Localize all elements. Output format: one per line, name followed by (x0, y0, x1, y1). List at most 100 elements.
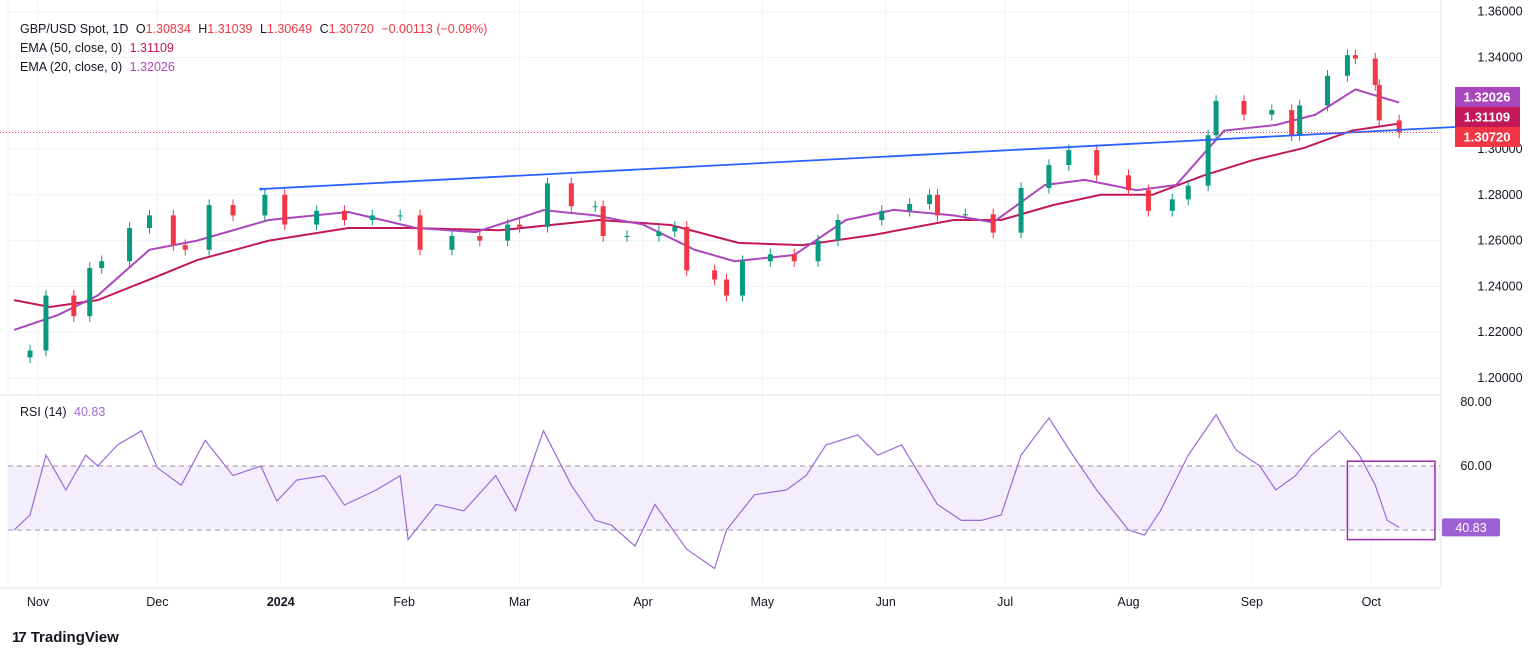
candle-body (1297, 105, 1303, 136)
time-tick-label: Sep (1241, 595, 1263, 609)
time-tick-label: May (751, 595, 775, 609)
candle-body (1169, 199, 1175, 211)
candle-body (1269, 110, 1275, 115)
time-tick-label: 2024 (267, 595, 295, 609)
candle-body (934, 194, 940, 216)
candle-body (835, 219, 841, 241)
low-value: 1.30649 (266, 22, 313, 36)
candle-body (1018, 187, 1024, 233)
candle-body (592, 206, 598, 208)
candle-body (71, 295, 77, 317)
rsi-value-tag (1442, 518, 1500, 537)
candle-body (927, 194, 933, 204)
price-tag-label: 1.31109 (1464, 110, 1510, 125)
time-tick-label: Jun (876, 595, 896, 609)
rsi-pane (8, 413, 1440, 570)
ema50-legend[interactable]: EMA (50, close, 0) 1.31109 (20, 41, 178, 55)
ema50-label: EMA (50, close, 0) (20, 41, 123, 55)
price-tag-label: 1.32026 (1464, 90, 1511, 105)
candle-body (1145, 190, 1151, 211)
candle-body (739, 261, 745, 296)
trendline-anchor (259, 187, 263, 191)
low-label: L (259, 22, 267, 36)
candle-body (544, 183, 550, 227)
price-tick-label: 1.28000 (1477, 188, 1522, 202)
candle-body (1344, 55, 1350, 76)
candle-body (206, 205, 212, 250)
time-tick-label: Oct (1362, 595, 1382, 609)
candle-body (767, 254, 773, 262)
open-value: 1.30834 (145, 22, 191, 36)
rsi-legend[interactable]: RSI (14) 40.83 (20, 405, 109, 419)
price-tick-label: 1.36000 (1477, 5, 1522, 19)
candle-body (1213, 100, 1219, 136)
ema20-legend[interactable]: EMA (20, close, 0) 1.32026 (20, 60, 179, 74)
ema-lines (13, 88, 1400, 331)
price-tick-label: 1.20000 (1477, 371, 1522, 385)
price-tick-label: 1.24000 (1477, 279, 1522, 293)
candle-body (1352, 55, 1358, 59)
candle-body (1205, 135, 1211, 186)
candle-body (1376, 84, 1382, 121)
tradingview-logo-icon: 17 (12, 629, 27, 646)
ema20-line (13, 88, 1400, 331)
trendline (260, 126, 1455, 190)
time-tick-label: Aug (1117, 595, 1139, 609)
high-label: H (198, 22, 208, 36)
candle-body (146, 215, 152, 229)
candle-body (27, 350, 33, 358)
candle-body (87, 268, 93, 317)
candle-body (417, 215, 423, 250)
candle-body (791, 254, 797, 262)
candle-body (1289, 110, 1295, 136)
time-tick-label: Dec (146, 595, 168, 609)
ema20-value: 1.32026 (129, 60, 175, 74)
candle-body (724, 279, 730, 296)
candle-body (1372, 58, 1378, 85)
candle-body (684, 226, 690, 271)
candle-body (314, 210, 320, 225)
price-tick-label: 1.34000 (1477, 50, 1522, 64)
candle-body (1046, 165, 1052, 188)
price-tag-label: 1.30720 (1464, 130, 1511, 145)
tradingview-logo[interactable]: 17 TradingView (12, 629, 119, 646)
candle-body (568, 183, 574, 207)
rsi-highlight-box (1346, 460, 1436, 541)
price-tick-label: 1.26000 (1477, 234, 1522, 248)
price-tag (1455, 127, 1520, 147)
rsi-tick-label: 60.00 (1460, 459, 1491, 473)
time-tick-label: Nov (27, 595, 50, 609)
price-tick-label: 1.22000 (1477, 325, 1522, 339)
candle-body (182, 245, 188, 250)
time-tick-label: Feb (393, 595, 415, 609)
candle-body (1325, 75, 1331, 106)
rsi-label: RSI (14) (20, 405, 67, 419)
candle-body (170, 215, 176, 246)
candle-body (99, 261, 105, 269)
overlay (0, 126, 1455, 191)
close-value: 1.30720 (328, 22, 374, 36)
close-label: C (319, 22, 329, 36)
candle-body (1094, 150, 1100, 176)
candle-body (477, 236, 483, 241)
rsi-value: 40.83 (74, 405, 106, 419)
candle-body (43, 295, 49, 351)
candle-body (127, 228, 133, 262)
candle-body (397, 215, 403, 217)
candle-body (1126, 175, 1132, 191)
time-tick-label: Apr (633, 595, 652, 609)
candle-body (1066, 150, 1072, 166)
symbol-title: GBP/USD Spot, 1D (20, 22, 129, 36)
candle-body (369, 215, 375, 220)
candle-body (282, 194, 288, 225)
ema50-line (13, 122, 1400, 309)
time-tick-label: Mar (509, 595, 531, 609)
change-value: −0.00113 (−0.09%) (381, 22, 488, 36)
price-chart[interactable]: 1.360001.340001.300001.280001.260001.240… (0, 0, 1536, 620)
rsi-line (13, 413, 1400, 570)
candle-body (1241, 100, 1247, 115)
ema20-label: EMA (20, close, 0) (20, 60, 123, 74)
candle-body (624, 236, 630, 238)
candle-body (600, 206, 606, 237)
candle-body (907, 203, 913, 211)
